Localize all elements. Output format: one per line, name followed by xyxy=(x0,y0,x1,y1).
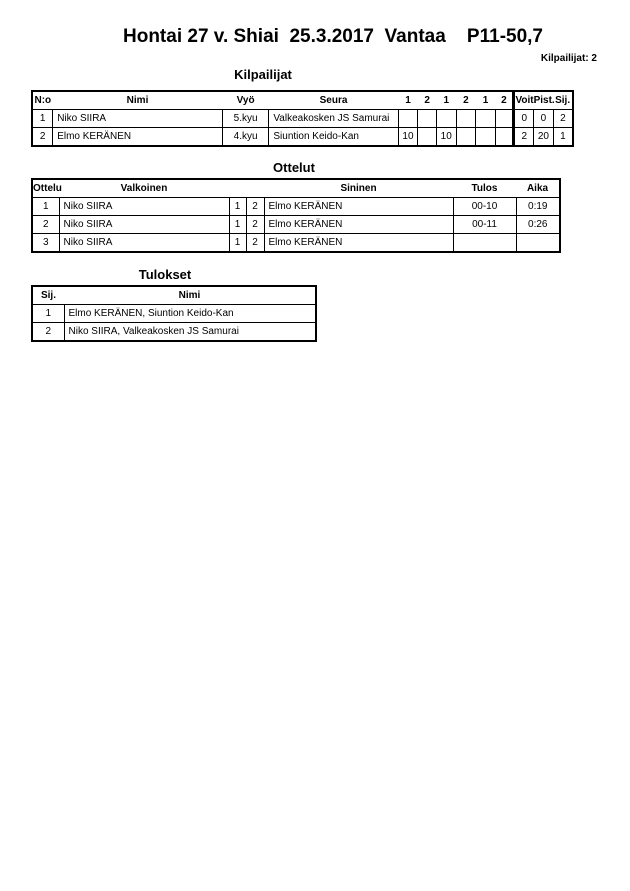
competitors-heading: Kilpailijat xyxy=(234,67,292,82)
table-cell: Niko SIIRA, Valkeakosken JS Samurai xyxy=(63,322,317,342)
column-header: Tulos xyxy=(453,178,516,198)
table-cell: 00-11 xyxy=(452,215,517,234)
competitor-count: Kilpailijat: 2 xyxy=(540,53,597,64)
table-cell: Niko SIIRA xyxy=(58,197,230,216)
table-cell: 1 xyxy=(31,197,60,216)
table-cell: 4.kyu xyxy=(221,127,270,147)
column-header: N:o xyxy=(32,90,53,110)
table-cell xyxy=(417,127,437,147)
table-cell xyxy=(455,127,477,147)
table-cell: Niko SIIRA xyxy=(58,215,230,234)
table-cell xyxy=(494,127,515,147)
competitors-table: N:o Nimi Vyö Seura 1 2 1 2 1 2 Voit. Pist. Sij. 1 Niko… xyxy=(31,90,574,147)
table-cell: 2 xyxy=(31,215,60,234)
table-cell: 2 xyxy=(245,197,265,216)
table-cell: Elmo KERÄNEN, Siuntion Keido-Kan xyxy=(63,304,317,323)
column-header: Sininen xyxy=(264,178,453,198)
table-cell: Elmo KERÄNEN xyxy=(263,215,454,234)
table-cell xyxy=(515,233,561,253)
table-cell: 1 xyxy=(228,197,247,216)
table-cell xyxy=(435,109,457,128)
table-cell: 00-10 xyxy=(452,197,517,216)
column-header: Vyö xyxy=(222,90,269,110)
table-cell: 2 xyxy=(31,322,65,342)
table-cell xyxy=(452,233,517,253)
column-header: 1 xyxy=(398,90,418,110)
column-header: 1 xyxy=(475,90,496,110)
column-header: Nimi xyxy=(64,285,316,305)
results-table: Sij. Nimi 1 Elmo KERÄNEN, Siuntion Keido-Ka… xyxy=(31,285,317,342)
column-header: Pist. xyxy=(533,90,555,110)
column-header xyxy=(246,178,264,198)
table-cell: 1 xyxy=(31,304,65,323)
table-cell: 1 xyxy=(228,215,247,234)
column-header: Voit. xyxy=(512,90,536,110)
column-header: 2 xyxy=(456,90,476,110)
table-row: 2 Niko SIIRA 1 2 Elmo KERÄNEN 00-11 0:26 xyxy=(31,215,561,234)
column-header: Nimi xyxy=(52,90,223,110)
column-header: Sij. xyxy=(553,90,573,110)
header-row: Ottelu Valkoinen Sininen Tulos Aika xyxy=(32,178,560,198)
matches-table: Ottelu Valkoinen Sininen Tulos Aika 1 Niko SII… xyxy=(31,178,561,253)
column-header: 1 xyxy=(436,90,457,110)
table-cell: 1 xyxy=(552,127,574,147)
table-cell: Siuntion Keido-Kan xyxy=(268,127,399,147)
matches-heading: Ottelut xyxy=(273,160,315,175)
table-cell: 2 xyxy=(31,127,54,147)
table-cell: 2 xyxy=(552,109,574,128)
column-header xyxy=(229,178,246,198)
column-header: Valkoinen xyxy=(59,178,229,198)
table-cell: 2 xyxy=(512,127,535,147)
table-cell xyxy=(475,109,496,128)
column-header: 2 xyxy=(417,90,437,110)
table-cell: 20 xyxy=(533,127,554,147)
table-row: 1 Niko SIIRA 5.kyu Valkeakosken JS Samurai 0… xyxy=(31,109,574,128)
table-cell: 2 xyxy=(245,215,265,234)
table-cell: Valkeakosken JS Samurai xyxy=(268,109,399,128)
table-cell: 2 xyxy=(245,233,265,253)
column-header: Aika xyxy=(516,178,560,198)
column-header: Sij. xyxy=(32,285,64,305)
table-cell: 1 xyxy=(228,233,247,253)
page-title: Hontai 27 v. Shiai 25.3.2017 Vantaa P11-… xyxy=(123,26,543,47)
table-row: 1 Niko SIIRA 1 2 Elmo KERÄNEN 00-10 0:19 xyxy=(31,197,561,216)
table-cell xyxy=(417,109,437,128)
table-cell: Elmo KERÄNEN xyxy=(263,233,454,253)
table-cell: 10 xyxy=(397,127,419,147)
column-header: 2 xyxy=(495,90,514,110)
header-row: Sij. Nimi xyxy=(32,285,316,305)
column-header: Seura xyxy=(268,90,399,110)
results-heading: Tulokset xyxy=(138,267,192,282)
table-cell: 0 xyxy=(533,109,554,128)
table-cell xyxy=(455,109,477,128)
table-cell: Niko SIIRA xyxy=(52,109,223,128)
table-cell xyxy=(397,109,419,128)
table-cell xyxy=(494,109,515,128)
table-row: 3 Niko SIIRA 1 2 Elmo KERÄNEN xyxy=(31,233,561,253)
column-header: Ottelu xyxy=(32,178,62,198)
table-cell: 0 xyxy=(512,109,535,128)
table-row: 2 Niko SIIRA, Valkeakosken JS Samurai xyxy=(31,322,317,342)
table-cell xyxy=(475,127,496,147)
header-row: N:o Nimi Vyö Seura 1 2 1 2 1 2 Voit. Pist. Sij. xyxy=(32,90,573,110)
table-cell: 1 xyxy=(31,109,54,128)
table-row: 1 Elmo KERÄNEN, Siuntion Keido-Kan xyxy=(31,304,317,323)
table-cell: Elmo KERÄNEN xyxy=(263,197,454,216)
table-cell: 3 xyxy=(31,233,60,253)
table-row: 2 Elmo KERÄNEN 4.kyu Siuntion Keido-Kan 10 10… xyxy=(31,127,574,147)
table-cell: 5.kyu xyxy=(221,109,270,128)
table-cell: Elmo KERÄNEN xyxy=(52,127,223,147)
table-cell: 0:26 xyxy=(515,215,561,234)
table-cell: Niko SIIRA xyxy=(58,233,230,253)
table-cell: 0:19 xyxy=(515,197,561,216)
table-cell: 10 xyxy=(435,127,457,147)
